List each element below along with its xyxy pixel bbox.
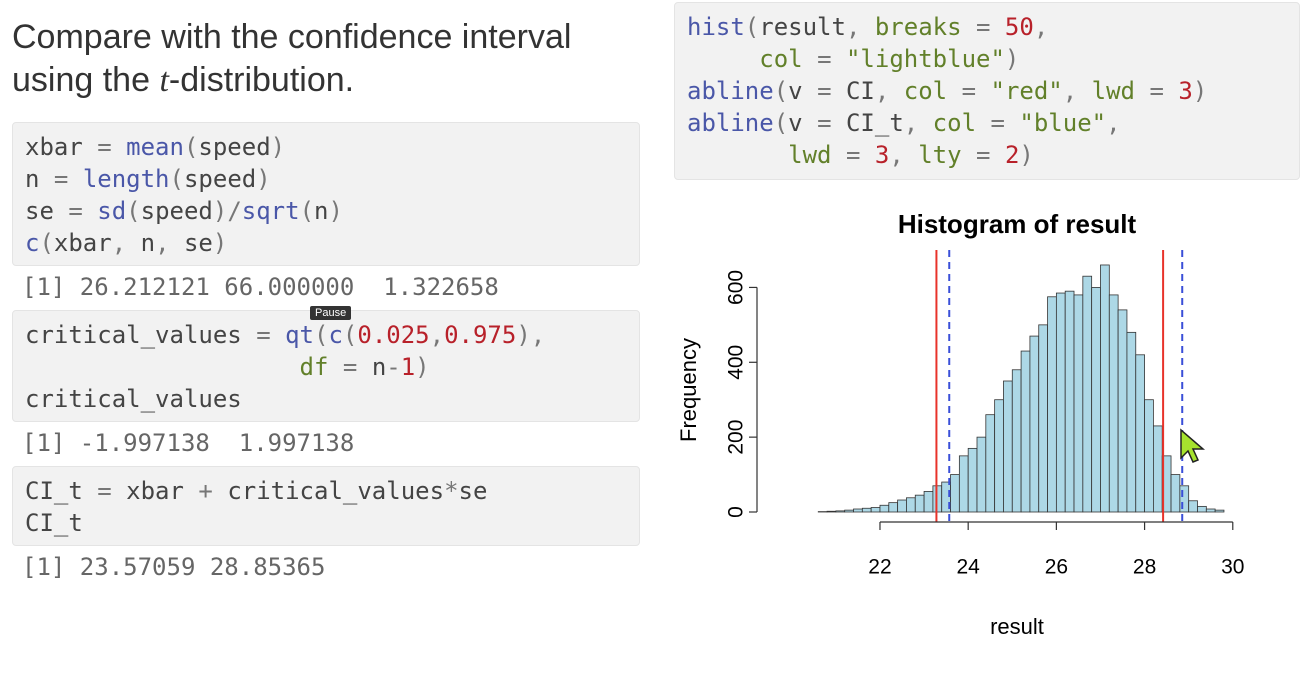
- code-block: CI_t = xbar + critical_values*se CI_t: [12, 466, 640, 546]
- bar: [1179, 485, 1190, 513]
- bar: [1003, 380, 1013, 513]
- heading-text: Compare with the confidence interval usi…: [12, 18, 572, 99]
- bar: [1011, 369, 1022, 513]
- bar: [1020, 350, 1031, 513]
- bar: [985, 414, 996, 513]
- bar: [906, 497, 916, 513]
- bar: [967, 447, 978, 513]
- code-line: col = "lightblue"): [759, 45, 1020, 73]
- code-line: lwd = 3, lty = 2): [788, 141, 1034, 169]
- x-tick-label: 22: [868, 556, 891, 579]
- bar: [994, 399, 1004, 513]
- bar: [1073, 294, 1084, 513]
- code-line: CI_t: [25, 509, 83, 537]
- bar: [1188, 500, 1198, 513]
- x-tick-label: 28: [1133, 556, 1156, 579]
- bar: [826, 510, 837, 513]
- code-output: [1] 23.57059 28.85365: [22, 553, 326, 581]
- x-tick-label: 24: [957, 556, 981, 579]
- bar: [1100, 264, 1110, 513]
- code-line: df = n-1): [299, 353, 430, 381]
- y-tick-label: 400: [725, 345, 748, 380]
- code-line: hist(result, breaks = 50,: [687, 13, 1049, 41]
- bar: [923, 491, 934, 513]
- x-tick-label: 30: [1221, 556, 1244, 579]
- bar: [976, 436, 987, 513]
- bar: [1197, 505, 1207, 513]
- bar: [879, 504, 890, 513]
- bar: [1064, 290, 1075, 513]
- bar: [853, 508, 863, 513]
- code-line: abline(v = CI_t, col = "blue",: [687, 109, 1121, 137]
- x-axis-label: result: [990, 614, 1044, 639]
- bar: [1091, 287, 1101, 513]
- bar: [835, 510, 846, 513]
- bar: [1082, 275, 1093, 513]
- bar: [1205, 508, 1216, 513]
- heading: Compare with the confidence interval usi…: [12, 16, 602, 102]
- bar: [1038, 324, 1048, 513]
- bar: [1029, 335, 1040, 513]
- bar: [1047, 296, 1057, 513]
- x-tick-label: 26: [1045, 556, 1068, 579]
- heading-text: -distribution.: [168, 61, 355, 99]
- code-line: CI_t = xbar + critical_values*se: [25, 477, 488, 505]
- code-block: critical_values = qt(c(0.025,0.975), df …: [12, 310, 640, 422]
- bar: [1055, 292, 1066, 513]
- bar: [1144, 399, 1154, 513]
- heading-italic: t: [159, 62, 169, 99]
- bar: [950, 474, 960, 513]
- cursor: [1180, 428, 1206, 463]
- code-block: hist(result, breaks = 50, col = "lightbl…: [674, 2, 1300, 180]
- bar: [1153, 425, 1163, 513]
- bar: [1126, 331, 1137, 513]
- bar: [844, 509, 854, 513]
- code-line: critical_values: [25, 385, 242, 413]
- code-line: abline(v = CI, col = "red", lwd = 3): [687, 77, 1208, 105]
- chart-title: Histogram of result: [898, 209, 1137, 239]
- bar: [1170, 474, 1181, 513]
- bar: [1135, 354, 1145, 513]
- code-line: n = length(speed): [25, 165, 271, 193]
- bar: [958, 455, 969, 513]
- code-output: [1] -1.997138 1.997138: [22, 429, 355, 457]
- bar: [861, 507, 872, 513]
- bar: [1108, 294, 1119, 513]
- code-line: critical_values = qt(c(0.025,0.975),: [25, 321, 546, 349]
- code-output: [1] 26.212121 66.000000 1.322658: [22, 273, 499, 301]
- bar: [1214, 509, 1225, 513]
- code-line: se = sd(speed)/sqrt(n): [25, 197, 343, 225]
- y-tick-label: 0: [725, 506, 748, 518]
- bar: [1117, 309, 1128, 513]
- tooltip: Pause: [310, 306, 352, 320]
- y-tick-label: 200: [725, 420, 748, 455]
- y-axis-label: Frequency: [676, 338, 701, 442]
- code-line: c(xbar, n, se): [25, 229, 228, 257]
- code-block: xbar = mean(speed) n = length(speed) se = …: [12, 122, 640, 266]
- code-line: xbar = mean(speed): [25, 133, 286, 161]
- bar: [870, 507, 881, 513]
- y-tick-label: 600: [725, 270, 748, 305]
- bar: [914, 494, 925, 513]
- bar: [888, 502, 899, 513]
- bar: [897, 499, 907, 513]
